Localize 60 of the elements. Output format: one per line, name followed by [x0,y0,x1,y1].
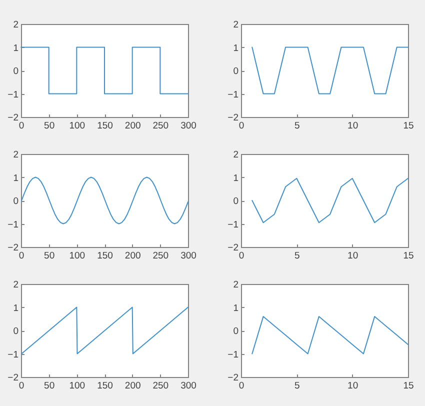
y-tick-label: −2 [228,242,238,254]
x-tick-label: 5 [294,120,300,132]
y-tick-label: 0 [233,196,238,207]
x-tick-label: 300 [180,250,196,262]
x-tick-label: 15 [403,250,414,262]
x-tick-label: 50 [44,120,55,132]
y-tick-label: −1 [8,219,18,230]
y-tick-label: 0 [13,326,18,337]
x-tick-label: 15 [403,120,414,132]
y-tick-label: 2 [13,20,18,30]
x-tick-label: 15 [403,380,414,392]
y-tick-label: −1 [228,89,238,100]
x-tick-label: 5 [294,380,300,392]
y-tick-label: −1 [8,89,18,100]
x-tick-label: 50 [44,380,55,392]
y-tick-label: −2 [228,112,238,124]
y-tick-label: −1 [8,349,18,360]
y-tick-label: 2 [13,150,18,160]
x-tick-label: 10 [348,120,358,132]
x-tick-label: 250 [152,120,169,132]
line-series [252,178,408,224]
x-tick-label: 200 [124,250,141,262]
y-tick-label: −2 [8,242,18,254]
y-tick-label: 2 [233,20,238,30]
x-tick-label: 200 [124,120,141,132]
y-tick-label: 1 [233,42,238,54]
x-tick-label: 150 [97,380,113,392]
x-tick-label: 10 [348,380,358,392]
y-tick-label: 1 [13,172,18,184]
y-tick-label: 1 [13,302,18,314]
y-tick-label: 1 [233,172,238,184]
x-tick-label: 300 [180,120,196,132]
x-tick-label: 250 [152,380,169,392]
y-tick-label: 2 [233,280,238,290]
y-tick-label: −1 [228,219,238,230]
x-tick-label: 200 [124,380,141,392]
x-tick-label: 250 [152,250,169,262]
y-tick-label: 0 [13,196,18,207]
x-tick-label: 150 [97,120,113,132]
y-tick-label: 2 [233,150,238,160]
x-tick-label: 100 [69,380,86,392]
y-tick-label: 1 [13,42,18,54]
x-tick-label: 10 [348,250,358,262]
y-tick-label: 0 [13,66,18,77]
x-tick-label: 150 [97,250,113,262]
line-series [21,176,188,224]
x-tick-label: 100 [69,250,86,262]
y-tick-label: 1 [233,302,238,314]
y-tick-label: 0 [233,326,238,337]
y-tick-label: −2 [228,372,238,384]
x-tick-label: 50 [44,250,55,262]
x-tick-label: 5 [294,250,300,262]
y-tick-label: 0 [233,66,238,77]
line-series [252,316,408,354]
x-tick-label: 100 [69,120,86,132]
y-tick-label: −2 [8,372,18,384]
y-tick-label: 2 [13,280,18,290]
y-tick-label: −2 [8,112,18,124]
x-tick-label: 300 [180,380,196,392]
y-tick-label: −1 [228,349,238,360]
